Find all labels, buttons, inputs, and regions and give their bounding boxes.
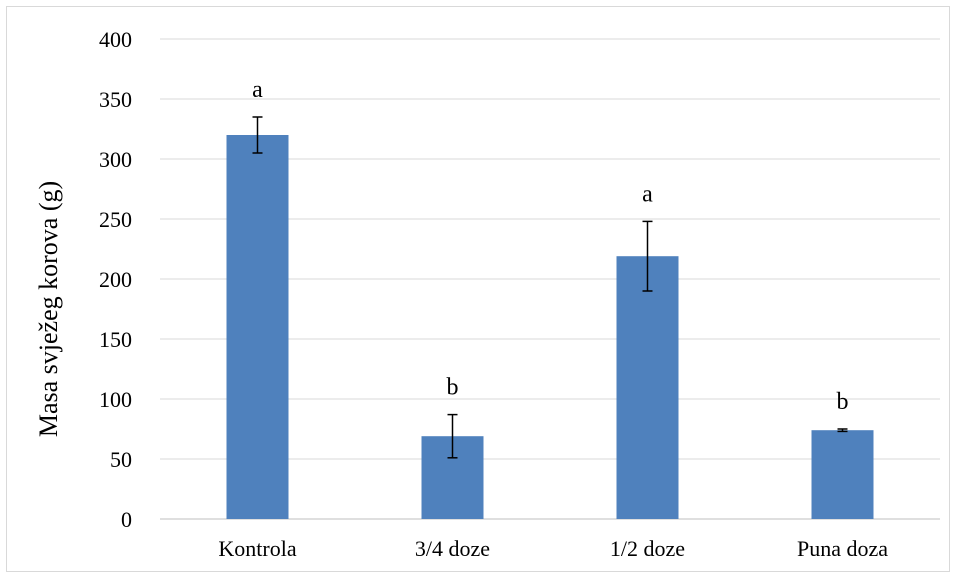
significance-label: b (837, 389, 849, 415)
y-tick-label: 400 (99, 27, 132, 52)
error-bars (252, 116, 848, 459)
error-bar-4 (837, 428, 848, 433)
y-tick-labels: 0 50 100 150 200 250 300 350 400 (99, 27, 132, 532)
error-bar-1 (252, 116, 263, 154)
y-axis-label: Masa svježeg korova (g) (34, 181, 63, 437)
y-tick-label: 250 (99, 207, 132, 232)
x-tick-label: Puna doza (797, 536, 888, 561)
x-tick-label: 3/4 doze (415, 536, 490, 561)
bar-1 (226, 135, 289, 519)
y-tick-label: 200 (99, 267, 132, 292)
y-tick-label: 350 (99, 87, 132, 112)
significance-label: b (447, 375, 459, 401)
significance-label: a (252, 77, 263, 103)
y-tick-label: 150 (99, 327, 132, 352)
bar-4 (811, 430, 874, 519)
y-tick-label: 0 (121, 507, 132, 532)
x-tick-label: Kontrola (218, 536, 296, 561)
x-tick-labels: Kontrola 3/4 doze 1/2 doze Puna doza (218, 536, 888, 561)
bars (226, 135, 874, 519)
x-tick-label: 1/2 doze (610, 536, 685, 561)
significance-label: a (642, 181, 653, 207)
y-tick-label: 50 (110, 447, 132, 472)
y-tick-label: 300 (99, 147, 132, 172)
error-bar-3 (642, 220, 653, 292)
error-bar-2 (447, 413, 458, 459)
y-tick-label: 100 (99, 387, 132, 412)
bar-3 (616, 256, 679, 519)
significance-labels: a b a b (252, 77, 848, 415)
gridlines (160, 38, 940, 520)
